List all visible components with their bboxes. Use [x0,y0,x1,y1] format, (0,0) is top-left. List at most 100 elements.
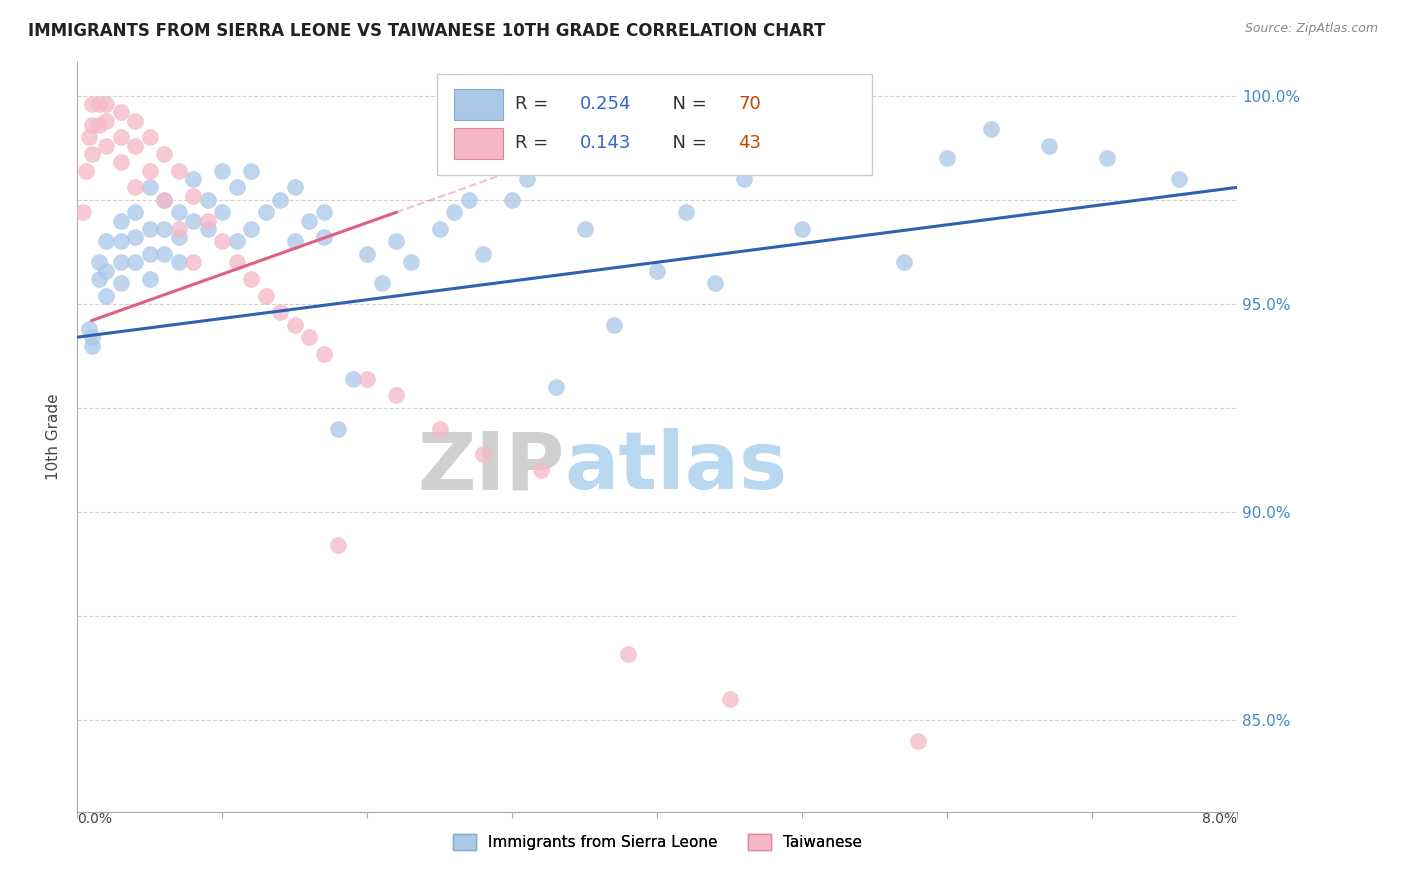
Point [371,276,394,290]
Point [385,388,408,402]
Point [80,118,103,132]
Point [96,138,118,153]
Point [429,222,451,236]
Point [167,230,190,244]
Point [72,205,94,219]
Point [1095,151,1118,165]
Point [312,347,335,361]
Text: N =: N = [661,135,713,153]
Text: N =: N = [661,95,713,113]
Point [254,288,277,302]
FancyBboxPatch shape [437,74,872,175]
Point [298,330,321,344]
Point [183,213,205,227]
Text: Source: ZipAtlas.com: Source: ZipAtlas.com [1244,22,1378,36]
Point [284,318,307,332]
Text: 0.143: 0.143 [579,135,631,153]
Point [183,172,205,186]
Y-axis label: 10th Grade: 10th Grade [46,393,62,481]
Point [167,163,190,178]
Point [733,172,755,186]
Point [211,205,233,219]
Point [544,380,567,394]
Point [399,255,422,269]
Point [284,235,307,249]
Point [110,155,132,169]
Point [110,255,132,269]
Point [124,255,146,269]
Point [139,180,162,194]
Point [77,130,100,145]
Text: 43: 43 [738,135,762,153]
Point [356,247,378,261]
Point [75,163,97,178]
Point [516,172,538,186]
Text: R =: R = [515,95,554,113]
Point [647,263,669,277]
Point [328,538,350,552]
Point [385,235,408,249]
Text: IMMIGRANTS FROM SIERRA LEONE VS TAIWANESE 10TH GRADE CORRELATION CHART: IMMIGRANTS FROM SIERRA LEONE VS TAIWANES… [28,22,825,40]
Point [167,205,190,219]
Point [328,422,350,436]
Point [211,235,233,249]
Point [153,193,176,207]
Point [284,180,307,194]
Point [342,372,364,386]
Text: 8.0%: 8.0% [1202,812,1237,826]
FancyBboxPatch shape [454,128,503,159]
Point [139,272,162,286]
Point [298,213,321,227]
Point [457,193,479,207]
Point [835,130,858,145]
Point [139,222,162,236]
Point [269,305,291,319]
Point [980,122,1002,136]
Point [530,463,553,477]
Text: 0.254: 0.254 [579,95,631,113]
Legend: Immigrants from Sierra Leone, Taiwanese: Immigrants from Sierra Leone, Taiwanese [447,829,868,856]
Point [1168,172,1191,186]
Text: atlas: atlas [565,428,787,506]
Point [87,255,110,269]
Point [96,263,118,277]
Text: ZIP: ZIP [418,428,565,506]
Point [167,222,190,236]
Point [472,447,495,461]
Point [907,734,929,748]
Point [183,188,205,202]
Point [197,193,219,207]
Point [77,322,100,336]
FancyBboxPatch shape [454,88,503,120]
Point [124,230,146,244]
Point [80,338,103,352]
Point [1038,138,1060,153]
Point [139,247,162,261]
Point [240,163,263,178]
Point [269,193,291,207]
Point [87,272,110,286]
Point [443,205,465,219]
Point [153,147,176,161]
Point [110,276,132,290]
Point [96,288,118,302]
Point [675,205,697,219]
Point [574,222,596,236]
Point [124,138,146,153]
Point [603,318,626,332]
Point [124,113,146,128]
Point [617,151,640,165]
Point [96,235,118,249]
Point [96,97,118,112]
Text: 0.0%: 0.0% [77,812,112,826]
Point [110,235,132,249]
Point [139,130,162,145]
Point [356,372,378,386]
Point [80,330,103,344]
Point [96,113,118,128]
Text: 70: 70 [738,95,761,113]
Point [501,193,523,207]
Point [225,180,247,194]
Point [617,647,640,661]
Point [472,247,495,261]
